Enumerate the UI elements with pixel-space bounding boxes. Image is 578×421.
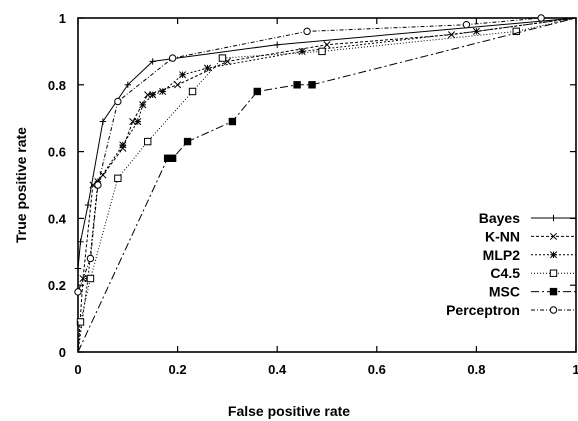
data-point: [150, 92, 156, 98]
legend-label: C4.5: [490, 265, 520, 281]
legend-marker: [550, 270, 556, 276]
data-point: [473, 28, 479, 34]
y-axis-title: True positive rate: [13, 127, 29, 243]
data-point: [538, 15, 544, 21]
data-point: [219, 55, 225, 61]
data-point: [274, 42, 280, 48]
legend-marker: [550, 307, 556, 313]
legend-marker: [550, 215, 556, 221]
data-point: [294, 82, 300, 88]
data-point: [299, 48, 305, 54]
data-point: [179, 72, 185, 78]
data-point: [95, 182, 101, 188]
legend-label: MLP2: [483, 247, 521, 263]
legend-label: Bayes: [479, 210, 520, 226]
x-tick-label: 0: [74, 362, 81, 377]
data-point: [254, 88, 260, 94]
legend-label: Perceptron: [446, 302, 520, 318]
data-point: [87, 275, 93, 281]
data-point: [169, 55, 175, 61]
x-tick-label: 0.4: [268, 362, 287, 377]
data-point: [115, 98, 121, 104]
data-point: [309, 82, 315, 88]
x-tick-label: 0.2: [169, 362, 187, 377]
x-tick-label: 0.8: [467, 362, 485, 377]
data-point: [304, 28, 310, 34]
y-tick-label: 0: [59, 345, 66, 360]
y-tick-label: 0.4: [48, 211, 67, 226]
data-point: [87, 255, 93, 261]
data-point: [319, 48, 325, 54]
x-tick-label: 1: [572, 362, 578, 377]
data-point: [174, 82, 180, 88]
data-point: [120, 142, 126, 148]
data-point: [75, 289, 81, 295]
data-point: [159, 88, 165, 94]
data-point: [463, 21, 469, 27]
legend: Bayes K-NN MLP2 C4.5 MSC Perceptron: [446, 210, 576, 318]
x-tick-label: 0.6: [368, 362, 386, 377]
y-tick-label: 0.8: [48, 78, 66, 93]
data-point: [100, 118, 106, 124]
y-tick-label: 0.2: [48, 278, 66, 293]
legend-marker: [550, 288, 556, 294]
data-point: [189, 88, 195, 94]
data-point: [229, 118, 235, 124]
data-point: [169, 155, 175, 161]
y-tick-label: 1: [59, 11, 66, 26]
data-point: [75, 265, 81, 271]
data-point: [140, 102, 146, 108]
data-point: [184, 138, 190, 144]
x-axis-title: False positive rate: [228, 403, 350, 419]
data-point: [145, 138, 151, 144]
x-axis-ticks: 0 0.2 0.4 0.6 0.8 1: [74, 18, 578, 377]
legend-label: K-NN: [485, 228, 520, 244]
y-tick-label: 0.6: [48, 145, 66, 160]
legend-label: MSC: [489, 284, 520, 300]
data-point: [135, 118, 141, 124]
data-point: [204, 65, 210, 71]
data-point: [115, 175, 121, 181]
data-point: [324, 42, 330, 48]
legend-marker: [550, 252, 556, 258]
